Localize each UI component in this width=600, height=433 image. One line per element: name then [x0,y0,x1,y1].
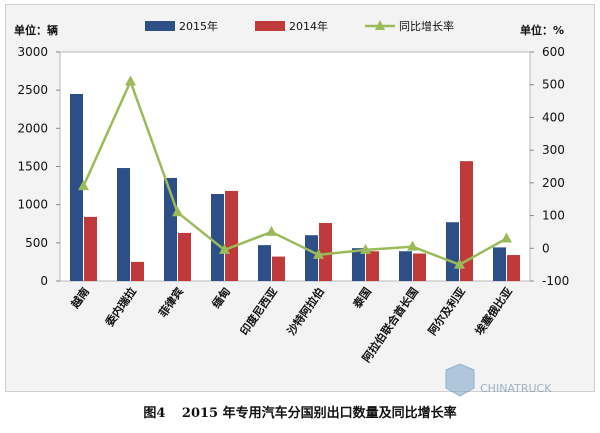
x-category-label: 缅甸 [209,285,233,311]
legend-label: 2015年 [179,19,218,33]
legend-label: 2014年 [289,19,328,33]
x-category-label: 越南 [67,285,92,312]
y-right-tick-label: 0 [542,241,550,255]
y-right-tick-label: 100 [542,209,565,223]
bar-series1 [70,93,83,281]
legend-marker [375,20,385,30]
x-category-label: 委内瑞拉 [102,285,139,330]
bar-series2 [225,190,238,281]
bar-series1 [493,247,506,281]
chart: 0 500 1000 1500 2000 2500 3000 -100 0 100 200 300 40… [14,19,569,365]
growth-marker [78,180,89,191]
y-right-tick-label: -100 [542,274,569,288]
bar-series2 [178,232,191,281]
growth-marker [266,225,277,236]
y-right-unit-label: 单位：% [520,23,564,37]
bar-series1 [258,245,271,281]
bar-series2 [460,161,473,281]
watermark-cube-icon [445,363,475,397]
y-left-tick-label: 0 [40,274,48,288]
growth-marker [501,232,512,243]
y-left-tick-label: 500 [25,236,48,250]
watermark-text: CHINATRUCK [480,382,552,395]
plot-area [59,51,531,282]
y-left-tick-label: 3000 [17,45,48,59]
bar-series1 [399,251,412,281]
bar-series1 [305,235,318,281]
y-left-tick-label: 2500 [17,83,48,97]
y-right-tick-label: 500 [542,78,565,92]
figure-caption: 图4 2015 年专用汽车分国别出口数量及同比增长率 [0,402,600,421]
growth-marker [454,258,465,269]
bar-series1 [117,168,130,281]
growth-marker [407,240,418,251]
caption-title: 2015 年专用汽车分国别出口数量及同比增长率 [181,406,457,421]
legend-swatch [255,21,285,31]
y-left-unit-label: 单位：辆 [14,23,58,37]
bar-series2 [84,216,97,281]
x-category-label: 印度尼西亚 [237,285,280,338]
bar-series2 [319,222,332,281]
bar-series1 [446,222,459,281]
growth-marker [172,206,183,217]
y-right-tick-label: 300 [542,143,565,157]
legend-swatch [145,21,175,31]
watermark-logo: CHINATRUCK [445,363,552,397]
y-left-tick-label: 2000 [17,121,48,135]
y-right-tick-label: 200 [542,176,565,190]
y-left-tick-label: 1500 [17,160,48,174]
bar-series2 [131,261,144,281]
growth-marker [313,248,324,259]
growth-marker [360,243,371,254]
x-category-label: 埃塞俄比亚 [472,285,515,338]
y-right-tick-label: 400 [542,110,565,124]
x-category-label: 沙特阿拉伯 [284,285,327,338]
growth-marker [219,243,230,254]
growth-marker [125,75,136,86]
growth-line [82,78,508,267]
bar-series2 [366,251,379,281]
legend-label: 同比增长率 [399,19,454,33]
bar-series1 [352,248,365,281]
y-right-tick-label: 600 [542,45,565,59]
bar-series2 [272,256,285,281]
y-left-tick-label: 1000 [17,198,48,212]
x-category-label: 阿尔及利亚 [425,285,468,338]
bar-series1 [211,193,224,281]
bar-series2 [413,253,426,281]
x-category-label: 泰国 [349,285,374,312]
caption-figure-number: 图4 [143,406,166,421]
x-category-label: 菲律宾 [156,285,186,320]
bar-series2 [507,255,520,281]
